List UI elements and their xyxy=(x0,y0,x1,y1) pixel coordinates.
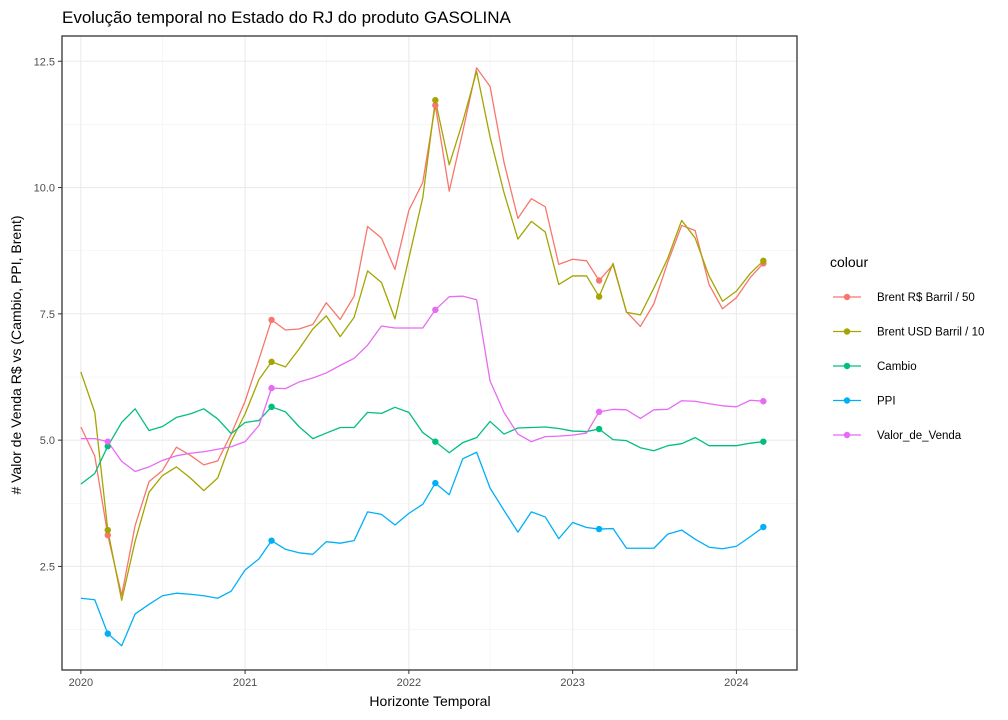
y-tick-label: 10.0 xyxy=(34,183,55,195)
legend-key-point xyxy=(843,362,851,370)
series-line-brent-r-barril-50 xyxy=(80,67,764,596)
plot-background xyxy=(62,36,797,670)
legend-item-brent-r-barril-50: Brent R$ Barril / 50 xyxy=(833,292,975,304)
series-line-brent-usd-barril-10 xyxy=(80,70,764,601)
x-axis-title: Horizonte Temporal xyxy=(369,693,490,709)
x-tick-label: 2024 xyxy=(724,677,748,689)
chart-title: Evolução temporal no Estado do RJ do pro… xyxy=(62,8,512,27)
legend-title: colour xyxy=(830,254,868,270)
series-line-cambio xyxy=(80,406,764,485)
legend-key-point xyxy=(843,293,851,301)
legend-item-cambio: Cambio xyxy=(833,361,917,373)
legend-key-point xyxy=(843,431,851,439)
data-point-cambio xyxy=(432,438,439,445)
legend-item-ppi: PPI xyxy=(833,396,896,408)
y-tick-label: 2.5 xyxy=(40,561,55,573)
series-lines xyxy=(80,67,764,647)
y-axis-title: # Valor de Venda R$ vs (Cambio, PPI, Bre… xyxy=(8,215,24,494)
data-point-brent-usd-barril-10 xyxy=(760,257,767,265)
data-point-ppi xyxy=(268,537,275,544)
legend-key-point xyxy=(843,328,851,335)
y-axis: 2.5 5.0 7.5 10.0 12.5 xyxy=(34,56,62,573)
x-tick-label: 2020 xyxy=(69,677,93,689)
legend-label: Valor_de_Venda xyxy=(877,430,962,442)
legend-item-valor-de-venda: Valor_de_Venda xyxy=(833,430,962,442)
data-point-ppi xyxy=(760,523,767,531)
series-line-valor-de-venda xyxy=(80,295,764,473)
grid-lines xyxy=(62,36,797,670)
legend-label: PPI xyxy=(877,396,896,408)
series-markers xyxy=(104,96,767,637)
data-point-brent-usd-barril-10 xyxy=(432,96,439,104)
legend-label: Brent R$ Barril / 50 xyxy=(877,292,975,304)
plot-border xyxy=(61,35,798,671)
data-point-brent-r-barril-50 xyxy=(268,316,275,324)
data-point-brent-r-barril-50 xyxy=(104,531,111,539)
y-tick-label: 5.0 xyxy=(40,435,55,447)
data-point-cambio xyxy=(595,425,603,433)
y-tick-label: 12.5 xyxy=(34,56,55,68)
y-tick-label: 7.5 xyxy=(40,309,55,321)
plot-panel xyxy=(61,35,798,671)
data-point-brent-usd-barril-10 xyxy=(268,358,275,366)
legend-item-brent-usd-barril-10: Brent USD Barril / 10 xyxy=(833,327,984,339)
legend-label: Cambio xyxy=(877,361,917,373)
data-point-valor-de-venda xyxy=(432,306,439,314)
x-tick-label: 2023 xyxy=(560,677,584,689)
data-point-valor-de-venda xyxy=(268,384,275,392)
data-point-brent-r-barril-50 xyxy=(432,102,439,109)
data-point-cambio xyxy=(104,443,111,450)
data-point-valor-de-venda xyxy=(104,438,111,445)
x-tick-label: 2021 xyxy=(233,677,257,689)
data-point-cambio xyxy=(268,403,275,411)
data-point-ppi xyxy=(432,479,439,487)
data-point-brent-r-barril-50 xyxy=(595,277,603,284)
data-point-ppi xyxy=(595,525,603,533)
data-point-brent-usd-barril-10 xyxy=(104,526,111,534)
series-line-ppi xyxy=(80,451,764,647)
data-point-brent-usd-barril-10 xyxy=(595,293,603,300)
data-point-ppi xyxy=(104,630,111,637)
legend-label: Brent USD Barril / 10 xyxy=(877,327,984,339)
data-point-cambio xyxy=(760,438,767,445)
data-point-valor-de-venda xyxy=(595,408,603,416)
x-tick-label: 2022 xyxy=(397,677,421,689)
x-axis: 2020 2021 2022 2023 2024 xyxy=(69,670,749,689)
data-point-valor-de-venda xyxy=(760,398,767,405)
legend: colour Brent R$ Barril / 50 Brent USD Bar… xyxy=(830,254,984,442)
legend-key-point xyxy=(843,397,851,404)
